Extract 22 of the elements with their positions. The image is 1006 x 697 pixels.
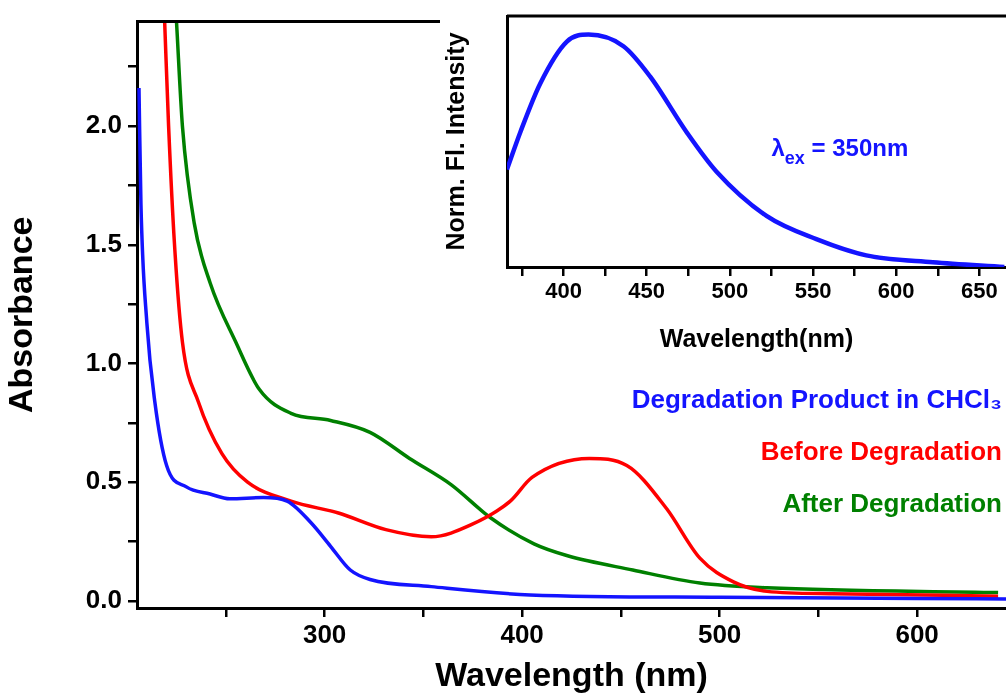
y-tick-label: 1.5	[85, 227, 122, 258]
x-tick-label: 500	[697, 618, 742, 649]
x-tick-label: 650	[961, 278, 998, 304]
x-tick-label: 600	[895, 618, 939, 649]
x-tick-label: 600	[877, 278, 915, 304]
text: Degradation Product in CHCl₃	[631, 384, 1002, 414]
x-tick-label: 550	[794, 278, 832, 304]
x-axis-title: Wavelength (nm)	[435, 654, 708, 693]
x-tick-label: 450	[628, 278, 666, 304]
x-tick-label: 500	[711, 278, 749, 304]
y-axis-title: Norm. Fl. Intensity	[440, 32, 469, 251]
x-tick-label: 400	[500, 618, 544, 649]
y-tick-label: 0.0	[85, 584, 122, 615]
x-tick-label: 400	[545, 278, 582, 304]
y-tick-label: 0.5	[85, 465, 122, 496]
x-axis-title: Wavelength(nm)	[659, 323, 854, 352]
x-tick-label: 300	[302, 618, 347, 649]
y-tick-label: 2.0	[85, 109, 122, 140]
text: Before Degradation	[760, 436, 1002, 466]
y-axis-title: Absorbance	[0, 216, 39, 414]
y-tick-label: 1.0	[85, 346, 122, 377]
text: After Degradation	[782, 488, 1002, 518]
